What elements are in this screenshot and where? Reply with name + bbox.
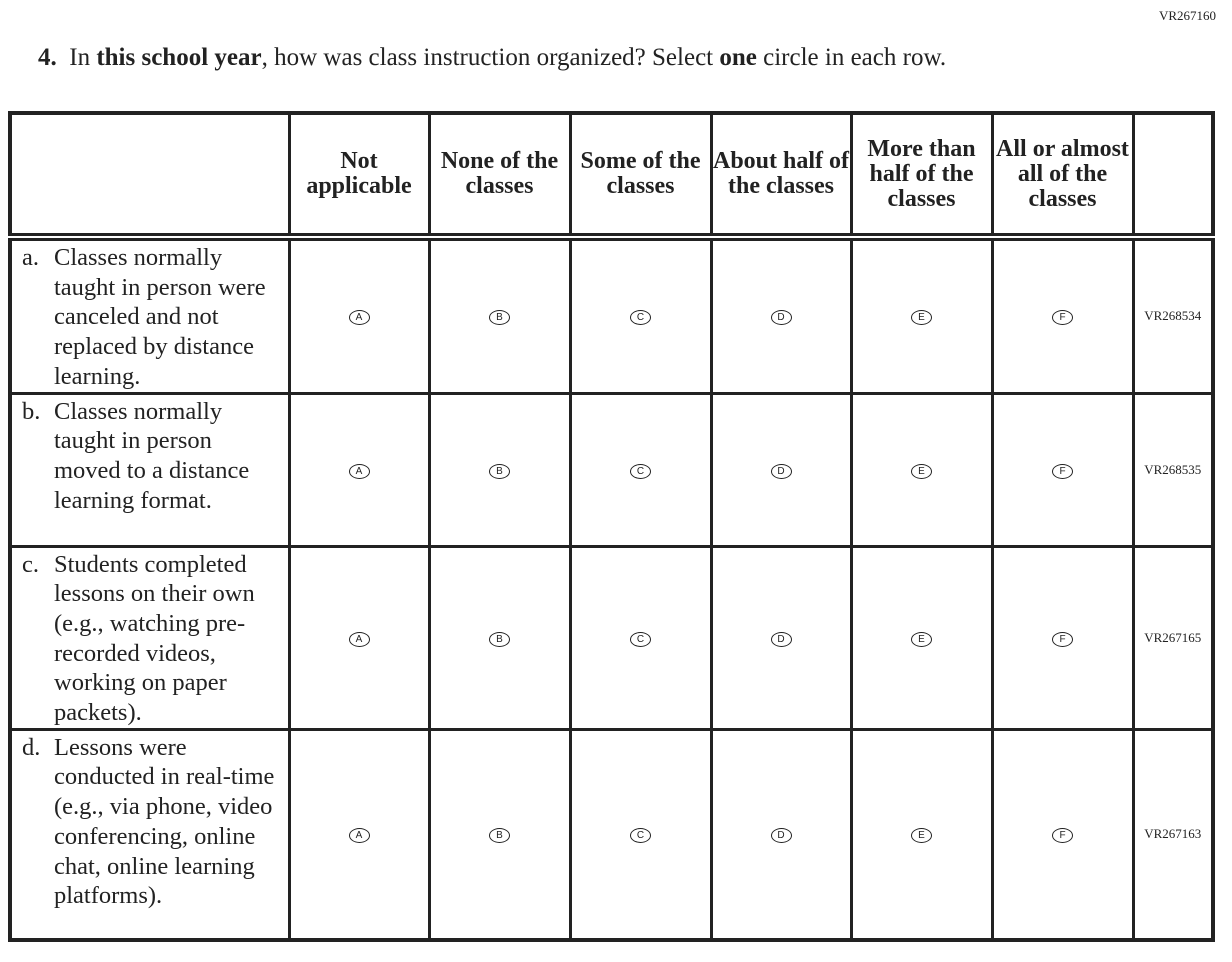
column-header: Some of the classes xyxy=(568,111,713,239)
column-header: Not applicable xyxy=(287,111,431,239)
option-cell: E xyxy=(849,544,994,731)
row-text: Classes normally taught in person were c… xyxy=(54,244,266,390)
answer-bubble-b[interactable]: B xyxy=(489,631,510,647)
answer-bubble-d[interactable]: D xyxy=(770,310,792,326)
option-cell: B xyxy=(427,391,572,548)
option-cell: B xyxy=(427,544,572,731)
option-cell: B xyxy=(427,727,572,942)
question-emphasis: this school year xyxy=(96,44,262,71)
option-cell: D xyxy=(709,235,853,395)
answer-bubble-d[interactable]: D xyxy=(770,631,792,647)
answer-bubble-b[interactable]: B xyxy=(489,463,510,479)
question-part: In xyxy=(69,44,97,71)
table-row: d. Lessons were conducted in real-time (e… xyxy=(8,727,1215,942)
option-cell: A xyxy=(287,544,431,731)
answer-bubble-e[interactable]: E xyxy=(911,631,932,647)
answer-bubble-a[interactable]: A xyxy=(348,463,370,479)
answer-bubble-c[interactable]: C xyxy=(630,828,651,844)
option-cell: C xyxy=(568,391,713,548)
option-cell: F xyxy=(990,235,1135,395)
question-number: 4. xyxy=(38,44,57,71)
row-text: Students completed lessons on their own … xyxy=(54,550,255,727)
response-grid: Not applicable None of the classes Some … xyxy=(8,111,1215,943)
option-cell: C xyxy=(568,544,713,731)
row-label: b. Classes normally taught in person move… xyxy=(8,391,291,548)
column-header: About half of the classes xyxy=(709,111,853,239)
row-label: c. Students completed lessons on their ow… xyxy=(8,544,291,731)
header-blank xyxy=(1131,111,1215,239)
answer-bubble-e[interactable]: E xyxy=(911,828,932,844)
option-cell: E xyxy=(849,235,994,395)
table-row: b. Classes normally taught in person move… xyxy=(8,391,1215,548)
table-row: a. Classes normally taught in person were… xyxy=(8,235,1215,395)
answer-bubble-b[interactable]: B xyxy=(489,310,510,326)
row-letter: d. xyxy=(22,733,41,761)
answer-bubble-f[interactable]: F xyxy=(1052,463,1073,479)
option-cell: A xyxy=(287,235,431,395)
option-cell: A xyxy=(287,727,431,942)
option-cell: A xyxy=(287,391,431,548)
answer-bubble-d[interactable]: D xyxy=(770,463,792,479)
answer-bubble-e[interactable]: E xyxy=(911,310,932,326)
option-cell: E xyxy=(849,391,994,548)
option-cell: F xyxy=(990,727,1135,942)
column-header: All or almost all of the classes xyxy=(990,111,1135,239)
item-code: VR267165 xyxy=(1131,544,1215,731)
option-cell: D xyxy=(709,391,853,548)
column-header: None of the classes xyxy=(427,111,572,239)
answer-bubble-d[interactable]: D xyxy=(770,828,792,844)
row-letter: c. xyxy=(22,550,39,578)
option-cell: E xyxy=(849,727,994,942)
answer-bubble-c[interactable]: C xyxy=(630,310,651,326)
row-letter: b. xyxy=(22,397,41,425)
header-blank xyxy=(8,111,291,239)
header-row: Not applicable None of the classes Some … xyxy=(8,111,1215,239)
item-code: VR268535 xyxy=(1131,391,1215,548)
option-cell: F xyxy=(990,544,1135,731)
row-label: d. Lessons were conducted in real-time (e… xyxy=(8,727,291,942)
question-part: circle in each row. xyxy=(756,44,947,71)
answer-bubble-a[interactable]: A xyxy=(348,828,370,844)
page-code: VR267160 xyxy=(1158,8,1216,23)
answer-bubble-f[interactable]: F xyxy=(1052,631,1073,647)
answer-bubble-f[interactable]: F xyxy=(1052,828,1073,844)
option-cell: B xyxy=(427,235,572,395)
option-cell: D xyxy=(709,544,853,731)
answer-bubble-e[interactable]: E xyxy=(911,463,932,479)
item-code: VR267163 xyxy=(1131,727,1215,942)
answer-bubble-b[interactable]: B xyxy=(489,828,510,844)
question-emphasis: one xyxy=(719,44,757,71)
table-row: c. Students completed lessons on their ow… xyxy=(8,544,1215,731)
option-cell: C xyxy=(568,727,713,942)
row-label: a. Classes normally taught in person were… xyxy=(8,235,291,395)
option-cell: D xyxy=(709,727,853,942)
answer-bubble-c[interactable]: C xyxy=(630,463,651,479)
answer-bubble-f[interactable]: F xyxy=(1052,310,1073,326)
answer-bubble-a[interactable]: A xyxy=(348,631,370,647)
row-letter: a. xyxy=(22,244,39,271)
row-text: Classes normally taught in person moved … xyxy=(54,397,250,514)
row-text: Lessons were conducted in real-time (e.g… xyxy=(54,733,275,910)
answer-bubble-c[interactable]: C xyxy=(630,631,651,647)
option-cell: F xyxy=(990,391,1135,548)
item-code: VR268534 xyxy=(1131,235,1215,395)
column-header: More than half of the classes xyxy=(849,111,994,239)
answer-bubble-a[interactable]: A xyxy=(348,310,370,326)
question-text: 4. In this school year, how was class in… xyxy=(38,44,946,72)
option-cell: C xyxy=(568,235,713,395)
question-part: , how was class instruction organized? S… xyxy=(261,44,720,71)
